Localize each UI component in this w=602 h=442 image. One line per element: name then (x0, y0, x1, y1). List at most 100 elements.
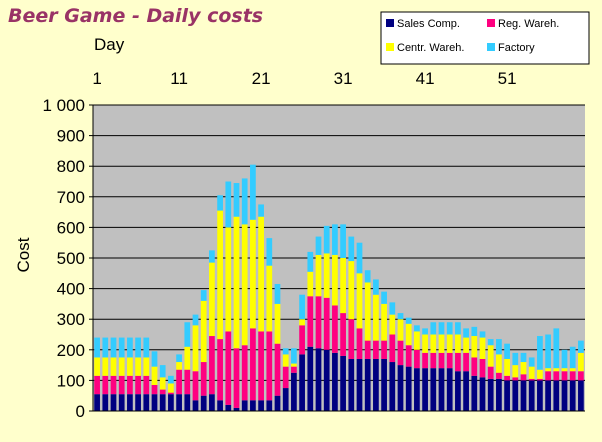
bar-segment (553, 368, 560, 372)
legend-label: Sales Comp. (397, 18, 460, 30)
bar-segment (569, 371, 576, 381)
bar-segment (315, 296, 322, 349)
bar-segment (496, 372, 502, 379)
bar-segment (356, 273, 363, 329)
bar-segment (504, 343, 510, 359)
bar-segment (241, 178, 248, 225)
bar-segment (373, 279, 379, 295)
legend-label: Factory (498, 42, 535, 54)
bar-segment (299, 354, 305, 411)
bar-segment (241, 400, 248, 411)
bar-segment (405, 366, 412, 411)
y-tick-label: 300 (57, 310, 85, 329)
bar-segment (356, 358, 363, 411)
bar-segment (471, 336, 478, 358)
bar-segment (545, 368, 551, 372)
bar-segment (291, 366, 297, 373)
bar-segment (364, 358, 371, 411)
bar-segment (340, 224, 346, 258)
bar-segment (520, 374, 527, 381)
bar-segment (496, 354, 502, 373)
bar-segment (274, 303, 281, 344)
bar-segment (446, 368, 453, 411)
bar-segment (438, 334, 445, 353)
bar-segment (159, 389, 166, 395)
bar-segment (512, 352, 519, 366)
bar-segment (127, 337, 133, 358)
bar-segment (373, 358, 379, 411)
y-tick-label: 600 (57, 218, 85, 237)
bar-segment (151, 394, 158, 411)
bar-segment (192, 400, 199, 411)
bar-segment (250, 328, 256, 401)
bar-segment (512, 377, 519, 381)
bar-segment (241, 224, 248, 346)
x-tick-label: 41 (416, 69, 435, 88)
bar-segment (282, 388, 289, 411)
bar-segment (348, 261, 355, 320)
bar-segment (102, 375, 109, 395)
bar-segment (307, 251, 314, 272)
bar-segment (463, 337, 469, 353)
y-tick-label: 1 000 (42, 96, 85, 115)
bar-segment (200, 362, 207, 396)
bar-segment (299, 325, 305, 355)
bar-segment (438, 368, 445, 411)
bar-segment (225, 331, 232, 405)
x-tick-label: 1 (92, 69, 101, 88)
bar-segment (274, 395, 281, 411)
y-tick-label: 900 (57, 127, 85, 146)
y-tick-label: 800 (57, 157, 85, 176)
bar-segment (307, 346, 314, 411)
bar-segment (455, 352, 461, 372)
bar-segment (258, 204, 264, 217)
bar-segment (200, 300, 207, 363)
bar-segment (135, 357, 141, 376)
bar-segment (168, 383, 174, 393)
bar-segment (389, 302, 396, 315)
bar-segment (528, 366, 535, 379)
bar-segment (233, 216, 240, 349)
bar-segment (299, 294, 305, 320)
bar-segment (102, 394, 109, 411)
bar-segment (381, 340, 387, 359)
gridlines (93, 104, 585, 412)
bar-segment (479, 331, 486, 338)
bar-segment (250, 400, 256, 411)
bar-segment (348, 358, 355, 411)
bar-segment (512, 380, 519, 411)
bar-segment (561, 368, 568, 372)
bar-segment (381, 358, 387, 411)
bar-segment (578, 352, 584, 372)
bar-segment (282, 348, 289, 355)
bar-segment (299, 319, 305, 326)
bar-segment (323, 349, 330, 411)
bar-segment (168, 394, 174, 411)
bar-segment (307, 296, 314, 347)
bar-segment (553, 328, 560, 369)
bar-segment (291, 363, 297, 367)
x-axis-title: Day (94, 35, 125, 54)
bar-segment (217, 339, 223, 401)
bar-segment (496, 378, 502, 411)
bar-segment (487, 339, 494, 346)
bar-segment (504, 380, 510, 411)
bar-segment (184, 322, 191, 347)
bar-segment (463, 352, 469, 372)
bar-segment (217, 210, 223, 340)
bar-segment (364, 270, 371, 283)
bar-segment (127, 394, 133, 411)
bar-segment (471, 375, 478, 411)
bar-segment (455, 322, 461, 335)
bar-segment (561, 380, 568, 411)
bar-segment (274, 343, 281, 396)
bar-segment (282, 366, 289, 389)
legend-label: Centr. Wareh. (397, 42, 464, 54)
x-tick-label: 31 (334, 69, 353, 88)
bar-segment (192, 325, 199, 372)
bar-segment (471, 357, 478, 376)
bar-segment (200, 395, 207, 411)
bar-segment (102, 337, 109, 358)
bar-segment (291, 348, 297, 364)
bar-segment (487, 345, 494, 367)
